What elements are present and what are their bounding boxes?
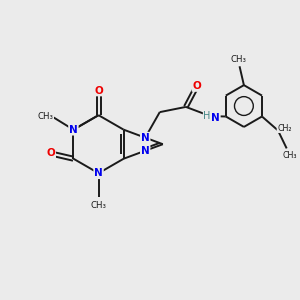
Text: N: N <box>141 133 150 143</box>
Text: CH₃: CH₃ <box>230 55 246 64</box>
Text: CH₃: CH₃ <box>38 112 54 122</box>
Text: N: N <box>212 112 220 123</box>
Text: O: O <box>94 85 103 95</box>
Text: CH₃: CH₃ <box>91 201 106 210</box>
Text: CH₃: CH₃ <box>283 151 297 160</box>
Text: CH₂: CH₂ <box>277 124 292 133</box>
Text: H: H <box>203 111 211 121</box>
Text: O: O <box>46 148 55 158</box>
Text: N: N <box>69 125 78 135</box>
Text: O: O <box>193 81 201 91</box>
Text: N: N <box>94 168 103 178</box>
Text: N: N <box>141 146 150 156</box>
